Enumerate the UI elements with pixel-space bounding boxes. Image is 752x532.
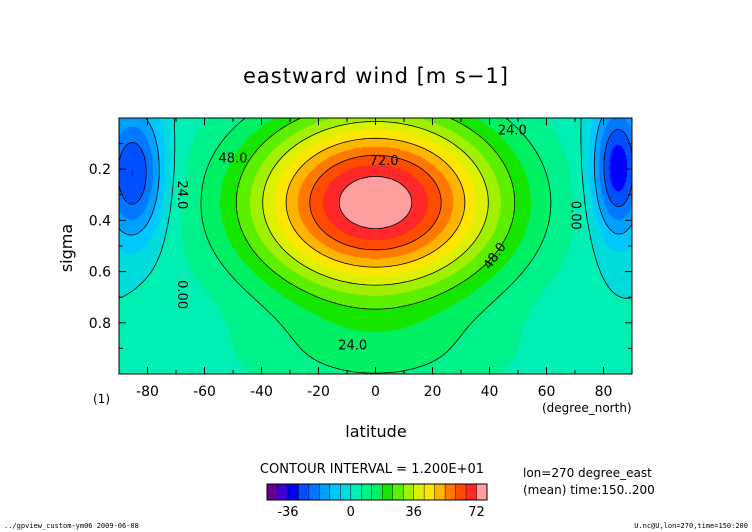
x-axis-label: latitude — [345, 422, 406, 441]
colorbar-swatch — [361, 484, 373, 500]
contour-line — [262, 121, 489, 286]
y-tick-label: 0.4 — [89, 213, 111, 229]
contour-lines — [119, 118, 632, 374]
contour-label: 72.0 — [370, 154, 399, 169]
contour-label: 24.0 — [338, 338, 367, 353]
x-tick-label: 20 — [424, 384, 442, 400]
colorbar-swatch — [340, 484, 352, 500]
x-tick-label: 40 — [481, 384, 499, 400]
colorbar: -36 0 36 72 — [266, 483, 488, 520]
colorbar-swatch — [371, 484, 383, 500]
colorbar-tick-label: 0 — [347, 505, 355, 520]
colorbar-swatch — [455, 484, 467, 500]
colorbar-swatch — [445, 484, 456, 500]
colorbar-tick-label: -36 — [277, 505, 298, 520]
colorbar-swatch — [466, 484, 477, 500]
contour-line — [235, 118, 516, 310]
info-time: (mean) time:150..200 — [523, 483, 655, 497]
contour-line — [285, 137, 466, 268]
colorbar-swatch — [277, 484, 289, 500]
contour-label: 0.00 — [174, 280, 189, 309]
colorbar-swatch — [382, 484, 394, 500]
contour-line — [119, 118, 632, 236]
y-tick-label: 0.2 — [89, 162, 111, 178]
x-tick-label: -80 — [136, 384, 159, 400]
y-axis-units: (1) — [93, 392, 110, 406]
contour-label: 48.0 — [219, 151, 248, 166]
contour-line — [338, 176, 413, 229]
colorbar-swatch — [308, 484, 320, 500]
y-tick-label: 0.8 — [89, 316, 111, 332]
x-tick-label: -40 — [250, 384, 273, 400]
colorbar-swatch — [392, 484, 404, 500]
contour-label: 24.0 — [174, 180, 189, 209]
colorbar-frame — [266, 483, 488, 501]
x-tick-label: 80 — [595, 384, 613, 400]
colorbar-swatch — [424, 484, 435, 500]
contour-label: 24.0 — [498, 123, 527, 138]
y-axis: 0.2 0.4 0.6 0.8 — [89, 143, 632, 349]
colorbar-swatch — [319, 484, 331, 500]
colorbar-swatch — [298, 484, 310, 500]
y-tick-label: 0.6 — [89, 265, 111, 281]
x-tick-label: 0 — [371, 384, 380, 400]
plot-area: 72.048.048.024.024.024.00.000.00 — [118, 117, 633, 375]
x-tick-label: -20 — [307, 384, 330, 400]
colorbar-swatch — [267, 484, 278, 500]
colorbar-tick-label: 36 — [405, 505, 422, 520]
contour-line — [119, 118, 632, 299]
chart-title: eastward wind [m s−1] — [243, 64, 509, 88]
contour-line — [200, 118, 552, 374]
footer-right: U.nc@U,lon=270,time=150:200 — [634, 522, 748, 530]
y-axis-label: sigma — [57, 224, 76, 272]
x-tick-label: -60 — [193, 384, 216, 400]
x-axis: -80 -60 -40 -20 0 20 40 60 80 — [118, 118, 633, 400]
contour-interval-text: CONTOUR INTERVAL = 1.200E+01 — [260, 462, 484, 477]
colorbar-swatch — [476, 484, 488, 500]
info-lon: lon=270 degree_east — [523, 466, 652, 480]
colorbar-swatch — [403, 484, 414, 500]
contour-label: 0.00 — [568, 201, 583, 230]
colorbar-swatch — [329, 484, 341, 500]
wind-field-image — [119, 118, 632, 374]
colorbar-swatch — [287, 484, 299, 500]
x-axis-units: (degree_north) — [542, 401, 632, 415]
colorbar-tick-label: 72 — [468, 505, 485, 520]
colorbar-swatch — [350, 484, 362, 500]
footer-left: ../gpview_custom-ym06 2009-06-08 — [4, 522, 139, 530]
colorbar-swatch — [434, 484, 446, 500]
contour-line — [309, 154, 442, 251]
colorbar-swatch — [413, 484, 425, 500]
x-tick-label: 60 — [538, 384, 556, 400]
